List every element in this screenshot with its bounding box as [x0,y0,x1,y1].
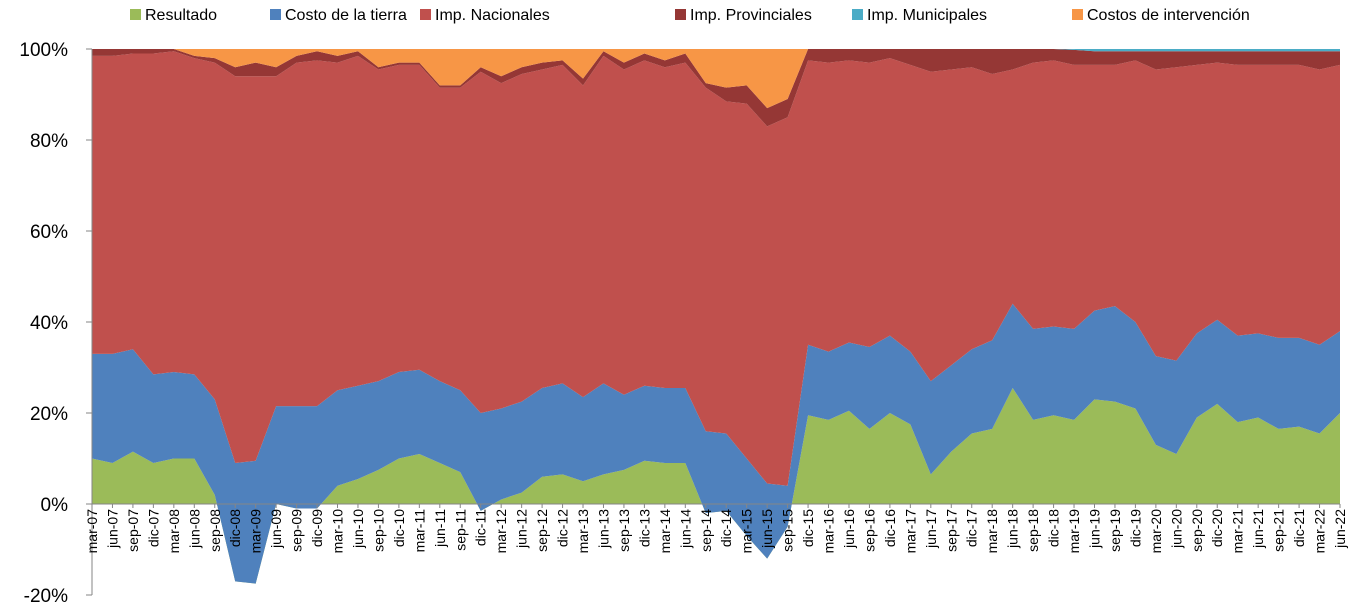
legend-label: Costos de intervención [1087,7,1250,24]
x-tick-label: sep-08 [207,509,223,552]
x-tick-label: mar-16 [821,509,837,554]
legend-swatch [1072,9,1083,20]
x-tick-label: mar-17 [902,509,918,554]
x-tick-label: jun-13 [595,509,611,549]
x-tick-label: dic-11 [473,509,489,546]
x-tick-label: mar-12 [493,509,509,554]
x-tick-label: dic-17 [964,509,980,547]
x-tick-label: jun-11 [432,509,448,548]
x-tick-label: jun-17 [923,509,939,549]
x-tick-label: dic-21 [1291,509,1307,547]
x-tick-label: mar-10 [330,509,346,554]
legend-swatch [852,9,863,20]
x-tick-label: sep-13 [616,509,632,552]
x-tick-label: jun-20 [1168,509,1184,549]
legend-label: Imp. Nacionales [435,7,550,24]
x-tick-label: jun-18 [1005,509,1021,549]
x-tick-label: sep-20 [1189,509,1205,552]
x-tick-label: sep-14 [698,509,714,552]
legend-label: Imp. Provinciales [690,7,812,24]
x-tick-label: dic-07 [145,509,161,547]
x-tick-label: dic-14 [718,509,734,547]
x-tick-label: mar-19 [1066,509,1082,554]
x-tick-label: sep-11 [452,509,468,551]
area [92,303,1340,584]
x-tick-label: dic-18 [1046,509,1062,547]
x-tick-label: jun-09 [268,509,284,549]
x-tick-label: mar-20 [1148,509,1164,554]
x-tick-label: dic-10 [391,509,407,547]
x-tick-label: sep-19 [1107,509,1123,552]
area [92,387,1340,584]
x-tick-label: sep-21 [1271,509,1287,552]
x-tick-label: sep-17 [943,509,959,552]
x-tick-label: dic-12 [555,509,571,547]
x-tick-label: mar-22 [1312,509,1328,554]
x-tick-label: sep-10 [370,509,386,552]
legend-swatch [270,9,281,20]
x-tick-label: mar-11 [411,509,427,553]
x-tick-label: sep-18 [1025,509,1041,552]
legend-label: Costo de la tierra [285,7,407,24]
y-tick-label: -20% [24,586,68,607]
legend-swatch [675,9,686,20]
x-tick-label: jun-15 [759,509,775,549]
x-tick-label: jun-22 [1332,509,1348,549]
x-tick-label: dic-13 [636,509,652,547]
legend-swatch [420,9,431,20]
x-tick-label: mar-15 [739,509,755,554]
x-tick-label: jun-16 [841,509,857,549]
x-tick-label: sep-15 [780,509,796,552]
y-tick-label: 100% [19,40,68,61]
y-tick-label: 60% [30,222,68,243]
legend-label: Resultado [145,7,217,24]
x-tick-label: sep-09 [289,509,305,552]
legend-label: Imp. Municipales [867,7,987,24]
x-tick-label: jun-19 [1086,509,1102,549]
x-tick-label: jun-08 [186,509,202,549]
x-tick-label: jun-10 [350,509,366,549]
x-tick-label: dic-19 [1127,509,1143,547]
y-tick-label: 20% [30,404,68,425]
x-tick-label: jun-07 [104,509,120,549]
x-tick-label: dic-16 [882,509,898,547]
x-tick-label: mar-09 [248,509,264,554]
x-tick-label: jun-12 [514,509,530,549]
y-tick-label: 0% [41,495,69,516]
x-tick-label: sep-16 [861,509,877,552]
area [92,51,1340,486]
x-tick-label: dic-09 [309,509,325,547]
x-tick-label: sep-12 [534,509,550,552]
x-tick-label: mar-07 [84,509,100,554]
x-tick-label: mar-08 [166,509,182,554]
x-tick-label: dic-08 [227,509,243,547]
x-tick-label: dic-20 [1209,509,1225,547]
x-tick-label: mar-21 [1230,509,1246,554]
x-tick-label: mar-13 [575,509,591,554]
area [92,49,1340,127]
y-tick-label: 80% [30,131,68,152]
x-tick-label: jun-21 [1250,509,1266,549]
x-tick-label: mar-14 [657,509,673,554]
y-tick-label: 40% [30,313,68,334]
x-tick-label: sep-07 [125,509,141,552]
x-tick-label: jun-14 [677,509,693,549]
x-tick-label: dic-15 [800,509,816,547]
area [92,49,1340,109]
legend-swatch [130,9,141,20]
x-tick-label: mar-18 [984,509,1000,554]
